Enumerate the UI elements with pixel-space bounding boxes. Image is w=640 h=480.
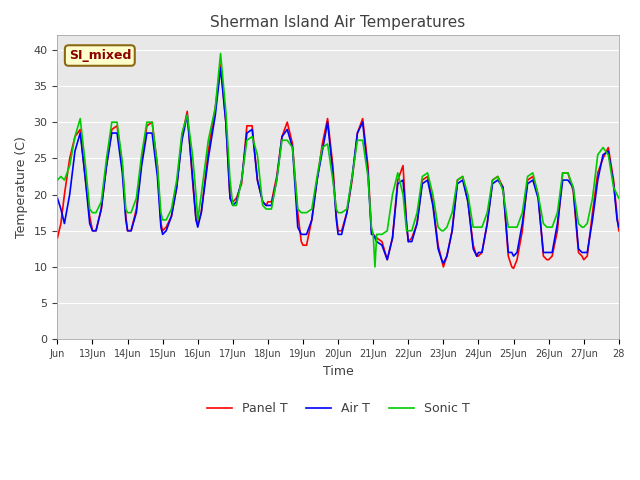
Air T <box>54 195 61 201</box>
X-axis label: Time: Time <box>323 365 353 378</box>
Text: SI_mixed: SI_mixed <box>68 49 131 62</box>
Y-axis label: Temperature (C): Temperature (C) <box>15 136 28 238</box>
Legend: Panel T, Air T, Sonic T: Panel T, Air T, Sonic T <box>202 397 474 420</box>
Panel T <box>615 228 623 234</box>
Air T <box>353 130 361 136</box>
Sonic T <box>211 105 219 110</box>
Sonic T <box>399 192 407 197</box>
Sonic T <box>54 177 61 183</box>
Panel T <box>217 61 225 67</box>
Sonic T <box>371 264 379 270</box>
Sonic T <box>359 137 367 143</box>
Panel T <box>268 199 275 204</box>
Sonic T <box>554 210 561 216</box>
Line: Air T: Air T <box>58 68 619 264</box>
Air T <box>599 152 607 157</box>
Sonic T <box>615 195 623 201</box>
Panel T <box>545 257 552 263</box>
Sonic T <box>82 163 90 168</box>
Air T <box>217 65 225 71</box>
Line: Sonic T: Sonic T <box>58 53 619 267</box>
Sonic T <box>508 224 516 230</box>
Line: Panel T: Panel T <box>58 64 619 268</box>
Air T <box>615 224 623 230</box>
Panel T <box>294 210 301 216</box>
Panel T <box>192 217 200 223</box>
Title: Sherman Island Air Temperatures: Sherman Island Air Temperatures <box>211 15 466 30</box>
Panel T <box>599 156 607 161</box>
Panel T <box>54 235 61 241</box>
Air T <box>294 224 301 230</box>
Air T <box>440 261 447 266</box>
Air T <box>545 250 552 255</box>
Panel T <box>353 130 361 136</box>
Panel T <box>509 265 517 271</box>
Air T <box>268 203 275 208</box>
Air T <box>192 217 200 223</box>
Sonic T <box>217 50 225 56</box>
